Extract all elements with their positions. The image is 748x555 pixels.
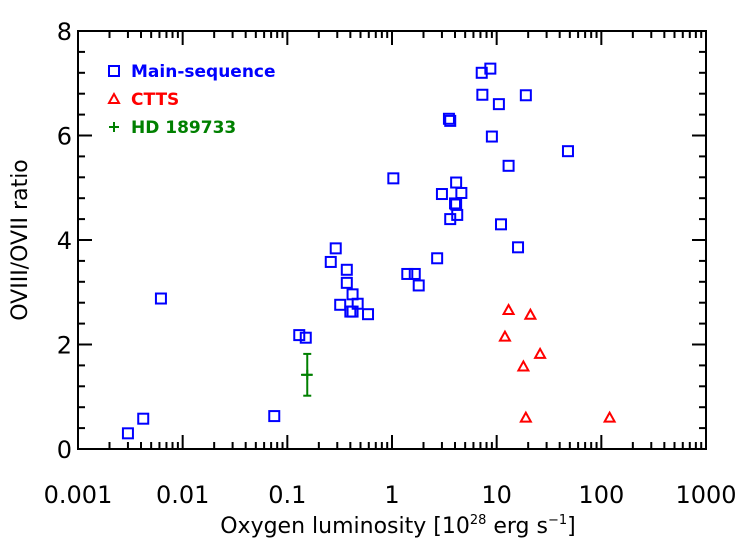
main-sequence-point bbox=[340, 263, 353, 276]
main-sequence-point bbox=[449, 197, 462, 210]
ctts-point bbox=[501, 302, 516, 316]
plot-frame bbox=[77, 30, 707, 450]
x-tick-label: 0.01 bbox=[156, 481, 209, 509]
legend-label-ctts: CTTS bbox=[131, 90, 179, 110]
ctts-point bbox=[602, 410, 617, 423]
main-sequence-point bbox=[519, 89, 532, 102]
x-tick-label: 100 bbox=[578, 481, 624, 509]
legend-marker-main-sequence bbox=[108, 65, 120, 77]
legend-label-hd-189733: HD 189733 bbox=[131, 118, 236, 138]
main-sequence-point bbox=[293, 329, 306, 342]
main-sequence-point bbox=[455, 186, 468, 199]
main-sequence-point bbox=[268, 410, 281, 423]
main-sequence-point bbox=[387, 172, 400, 185]
ctts-point bbox=[533, 346, 547, 359]
x-tick-label: 1000 bbox=[675, 481, 736, 509]
y-tick-label: 6 bbox=[57, 123, 72, 151]
legend-marker-ctts bbox=[107, 91, 121, 104]
legend-label-main-sequence: Main-sequence bbox=[131, 62, 276, 82]
main-sequence-point bbox=[412, 279, 425, 292]
x-axis-title: Oxygen luminosity [1028 erg s−1] bbox=[220, 513, 576, 539]
main-sequence-point bbox=[485, 130, 498, 143]
main-sequence-point bbox=[561, 145, 574, 158]
ctts-point bbox=[498, 329, 512, 342]
main-sequence-point bbox=[442, 112, 455, 125]
x-tick-labels: 0.001 0.01 0.1 1 10 100 1000 bbox=[44, 481, 737, 509]
main-sequence-point bbox=[329, 242, 342, 255]
y-tick-labels: 0 2 4 6 8 bbox=[57, 18, 72, 464]
legend-entry-ctts: CTTS bbox=[107, 90, 179, 110]
y-tick-label: 8 bbox=[57, 18, 72, 46]
main-sequence-point bbox=[334, 298, 347, 311]
ticks-layer bbox=[77, 30, 707, 450]
main-sequence-point bbox=[435, 188, 448, 201]
legend-entry-hd-189733: HD 189733 bbox=[109, 118, 236, 138]
ctts-point bbox=[519, 410, 533, 423]
y-tick-label: 4 bbox=[57, 227, 72, 255]
main-sequence-point bbox=[351, 297, 364, 310]
main-sequence-point bbox=[512, 241, 525, 254]
legend-marker-hd-189733 bbox=[109, 122, 119, 132]
main-sequence-point bbox=[476, 88, 489, 101]
ctts-point bbox=[516, 359, 531, 372]
main-sequence-point bbox=[324, 255, 337, 268]
y-axis-title: OVIII/OVII ratio bbox=[8, 159, 33, 321]
x-tick-label: 0.001 bbox=[44, 481, 113, 509]
points-layer bbox=[121, 62, 617, 440]
x-tick-label: 0.1 bbox=[268, 481, 306, 509]
ctts-point bbox=[523, 307, 538, 320]
main-sequence-point bbox=[492, 98, 505, 111]
main-sequence-point bbox=[494, 218, 507, 231]
main-sequence-point bbox=[444, 114, 457, 127]
y-tick-label: 0 bbox=[57, 436, 72, 464]
x-tick-label: 1 bbox=[384, 481, 399, 509]
y-tick-label: 2 bbox=[57, 332, 72, 360]
main-sequence-point bbox=[484, 62, 497, 75]
main-sequence-point bbox=[299, 331, 312, 344]
main-sequence-point bbox=[401, 267, 414, 280]
x-tick-label: 10 bbox=[481, 481, 512, 509]
main-sequence-point bbox=[502, 159, 515, 172]
legend-entry-main-sequence: Main-sequence bbox=[108, 62, 276, 82]
main-sequence-point bbox=[408, 267, 421, 280]
main-sequence-point bbox=[362, 308, 375, 321]
main-sequence-point bbox=[121, 427, 134, 440]
main-sequence-point bbox=[137, 412, 150, 425]
main-sequence-point bbox=[154, 292, 167, 305]
main-sequence-point bbox=[340, 276, 353, 289]
main-sequence-point bbox=[451, 208, 464, 221]
main-sequence-point bbox=[431, 252, 444, 265]
hd-189733-point bbox=[302, 369, 313, 380]
legend: Main-sequence CTTS HD 189733 bbox=[107, 62, 276, 138]
